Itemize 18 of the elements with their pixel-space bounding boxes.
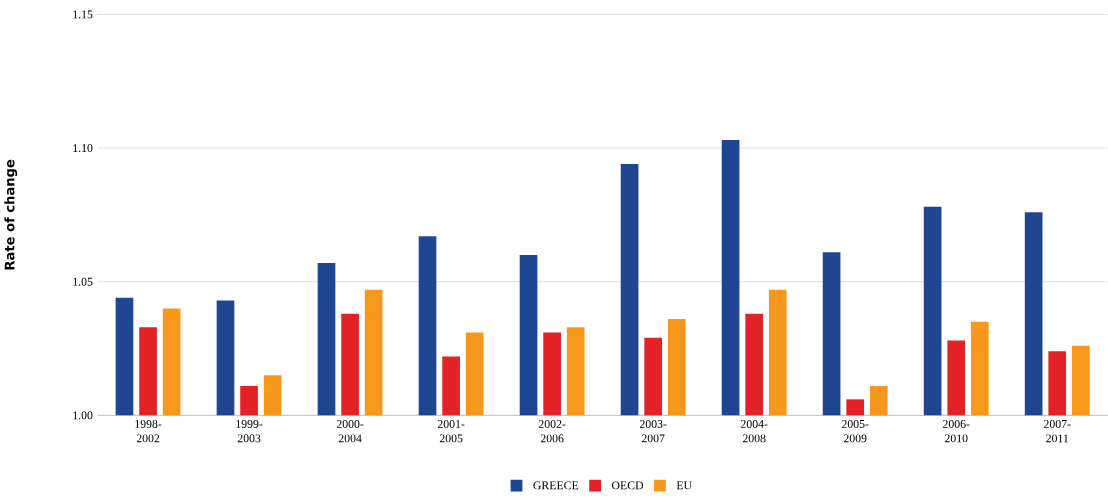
x-tick-label: 2000-2004 <box>336 419 364 443</box>
x-tick-label: 2006-2010 <box>942 419 970 443</box>
x-tick-label: 1998-2002 <box>135 419 162 443</box>
x-tick-label: 2003-2007 <box>639 419 667 443</box>
x-tick-label: 2001-2005 <box>437 419 465 443</box>
y-tick-label: 1.05 <box>73 277 93 286</box>
legend-label: OECD <box>611 481 644 490</box>
x-tick-label: 1999-2003 <box>236 419 263 443</box>
legend-label: EU <box>676 481 692 490</box>
y-tick-label: 1.00 <box>73 411 93 420</box>
legend-label: GREECE <box>533 481 579 490</box>
y-tick-label: 1.15 <box>73 10 93 19</box>
x-tick-label: 2002-2006 <box>538 419 566 443</box>
y-tick-label: 1.10 <box>73 143 93 152</box>
x-tick-label: 2007-2011 <box>1043 419 1071 443</box>
x-tick-label: 2005-2009 <box>841 419 869 443</box>
x-tick-label: 2004-2008 <box>740 419 768 443</box>
y-axis-title: Rate of change <box>4 159 18 270</box>
